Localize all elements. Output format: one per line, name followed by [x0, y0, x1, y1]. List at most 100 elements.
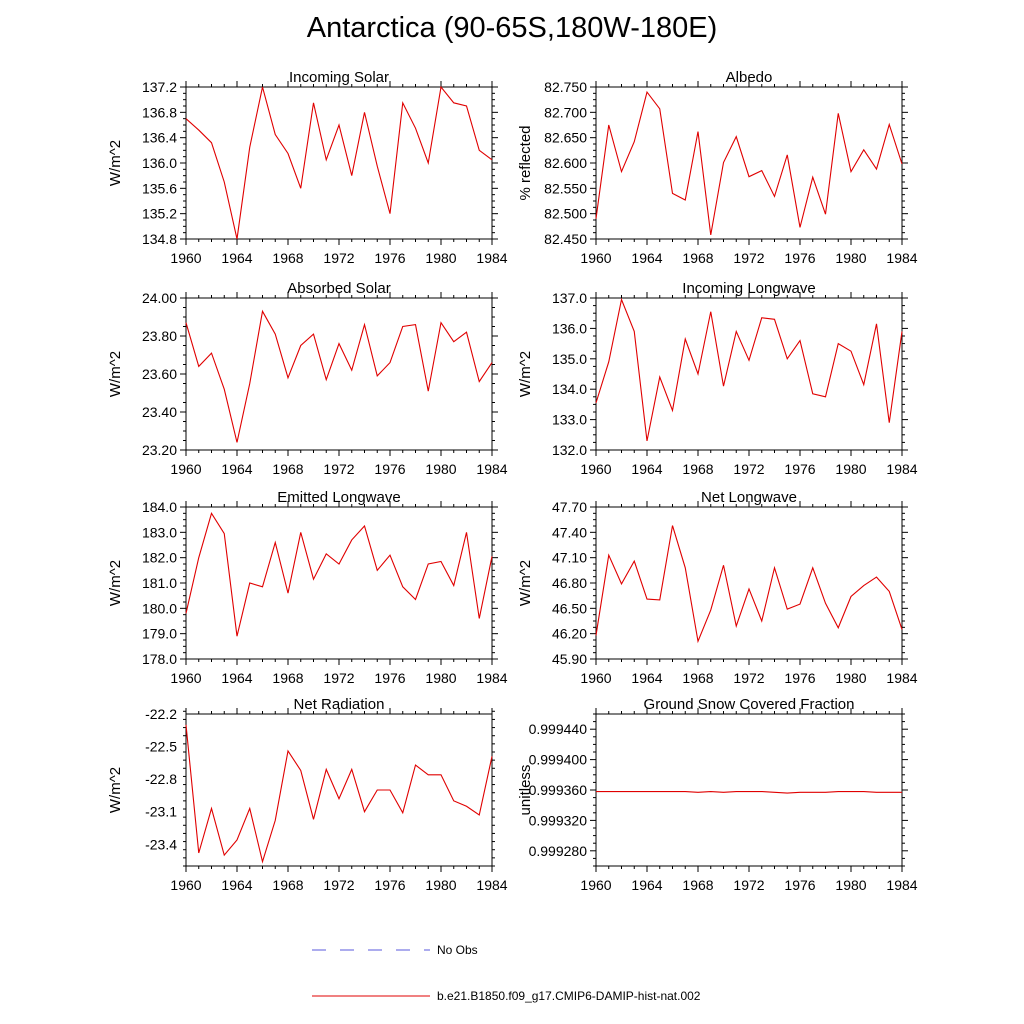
y-tick-label: 180.0: [142, 600, 177, 616]
x-tick-label: 1968: [682, 250, 713, 266]
x-tick-label: 1976: [374, 250, 405, 266]
y-tick-label: 179.0: [142, 626, 177, 642]
x-tick-label: 1968: [272, 461, 303, 477]
series-line: [596, 790, 902, 794]
y-tick-label: 47.10: [552, 550, 587, 566]
y-tick-label: 181.0: [142, 575, 177, 591]
y-tick-label: 46.20: [552, 626, 587, 642]
y-tick-label: 134.8: [142, 231, 177, 247]
x-tick-label: 1984: [476, 670, 507, 686]
x-tick-label: 1984: [886, 461, 917, 477]
x-tick-label: 1976: [784, 877, 815, 893]
figure-title: Antarctica (90-65S,180W-180E): [306, 12, 718, 44]
x-tick-label: 1968: [682, 670, 713, 686]
y-tick-label: 47.70: [552, 499, 587, 515]
y-tick-label: 0.999320: [529, 812, 588, 828]
x-tick-label: 1964: [221, 877, 252, 893]
chart-panel-5: Emitted Longwave W/m^2 1960 1964 1968 1972 197…: [107, 489, 508, 686]
legend: No Obs b.e21.B1850.f09_g17.CMIP6-DAMIP-hi…: [312, 943, 701, 1003]
x-tick-label: 1972: [323, 670, 354, 686]
y-tick-label: 134.0: [552, 381, 587, 397]
x-tick-label: 1980: [835, 877, 866, 893]
y-tick-label: 82.750: [544, 79, 587, 95]
y-tick-label: 82.550: [544, 180, 587, 196]
y-tick-label: 0.999440: [529, 721, 588, 737]
x-tick-label: 1972: [323, 461, 354, 477]
x-tick-label: 1976: [784, 250, 815, 266]
x-tick-label: 1984: [886, 250, 917, 266]
y-tick-label: 135.0: [552, 351, 587, 367]
x-tick-label: 1976: [374, 670, 405, 686]
y-axis-label: W/m^2: [107, 767, 124, 813]
plot-frame: [185, 713, 493, 867]
x-tick-label: 1976: [374, 877, 405, 893]
y-tick-label: 23.40: [142, 404, 177, 420]
y-tick-label: 24.00: [142, 290, 177, 306]
panel-title: Incoming Solar: [289, 69, 389, 86]
y-tick-label: 82.700: [544, 104, 587, 120]
y-tick-label: 136.0: [142, 155, 177, 171]
y-tick-label: 182.0: [142, 550, 177, 566]
y-tick-label: 136.0: [552, 320, 587, 336]
y-tick-label: 183.0: [142, 524, 177, 540]
y-tick-label: 0.999280: [529, 843, 588, 859]
legend-label-1: No Obs: [437, 943, 478, 957]
panel-title: Incoming Longwave: [682, 280, 815, 297]
x-tick-label: 1984: [476, 250, 507, 266]
y-tick-label: 136.4: [142, 130, 177, 146]
x-tick-label: 1984: [886, 670, 917, 686]
panel-title: Albedo: [726, 69, 773, 86]
y-axis-label: unitless: [517, 765, 534, 816]
x-tick-label: 1964: [631, 250, 662, 266]
x-tick-label: 1964: [221, 461, 252, 477]
x-tick-label: 1968: [272, 877, 303, 893]
x-tick-label: 1960: [170, 877, 201, 893]
chart-panel-7: Net Radiation W/m^2 1960 1964 1968 1972 1976 19…: [107, 696, 508, 893]
y-tick-label: 82.650: [544, 130, 587, 146]
panel-title: Emitted Longwave: [277, 489, 400, 506]
x-tick-label: 1960: [170, 670, 201, 686]
x-tick-label: 1968: [682, 461, 713, 477]
panel-title: Absorbed Solar: [287, 280, 390, 297]
x-tick-label: 1964: [631, 461, 662, 477]
x-tick-label: 1968: [272, 250, 303, 266]
x-tick-label: 1972: [323, 250, 354, 266]
y-tick-label: -23.1: [145, 804, 177, 820]
series-line: [185, 85, 493, 240]
y-tick-label: -23.4: [145, 836, 177, 852]
x-tick-label: 1980: [425, 250, 456, 266]
x-tick-label: 1968: [272, 670, 303, 686]
chart-panel-4: Incoming Longwave W/m^2 1960 1964 1968 1972 19…: [517, 280, 918, 477]
y-tick-label: 135.2: [142, 206, 177, 222]
x-tick-label: 1968: [682, 877, 713, 893]
y-tick-label: 184.0: [142, 499, 177, 515]
x-tick-label: 1964: [221, 670, 252, 686]
x-tick-label: 1976: [784, 461, 815, 477]
series-line: [595, 90, 903, 236]
y-tick-label: -22.2: [145, 706, 177, 722]
x-tick-label: 1980: [425, 877, 456, 893]
x-tick-label: 1972: [733, 250, 764, 266]
y-tick-label: 46.50: [552, 600, 587, 616]
y-tick-label: 136.8: [142, 104, 177, 120]
x-tick-label: 1964: [631, 670, 662, 686]
y-tick-label: 23.60: [142, 366, 177, 382]
plot-frame: [595, 713, 903, 867]
plot-frame: [185, 297, 493, 451]
chart-panel-3: Absorbed Solar W/m^2 1960 1964 1968 1972 1976 1…: [107, 280, 508, 477]
series-line: [595, 297, 903, 441]
y-tick-label: 137.2: [142, 79, 177, 95]
y-tick-label: 0.999400: [529, 752, 588, 768]
y-axis-label: W/m^2: [517, 351, 534, 397]
y-axis-label: W/m^2: [107, 560, 124, 606]
x-tick-label: 1960: [580, 877, 611, 893]
x-tick-label: 1960: [170, 461, 201, 477]
chart-panel-2: Albedo % reflected 1960 1964 1968 1972 1976 198…: [517, 69, 918, 266]
y-tick-label: 133.0: [552, 412, 587, 428]
chart-panel-6: Net Longwave W/m^2 1960 1964 1968 1972 1976 198…: [517, 489, 918, 686]
y-tick-label: 46.80: [552, 575, 587, 591]
panel-title: Net Radiation: [294, 696, 385, 713]
y-axis-label: % reflected: [517, 125, 534, 200]
chart-panel-8: Ground Snow Covered Fraction unitless 1960…: [517, 696, 918, 893]
